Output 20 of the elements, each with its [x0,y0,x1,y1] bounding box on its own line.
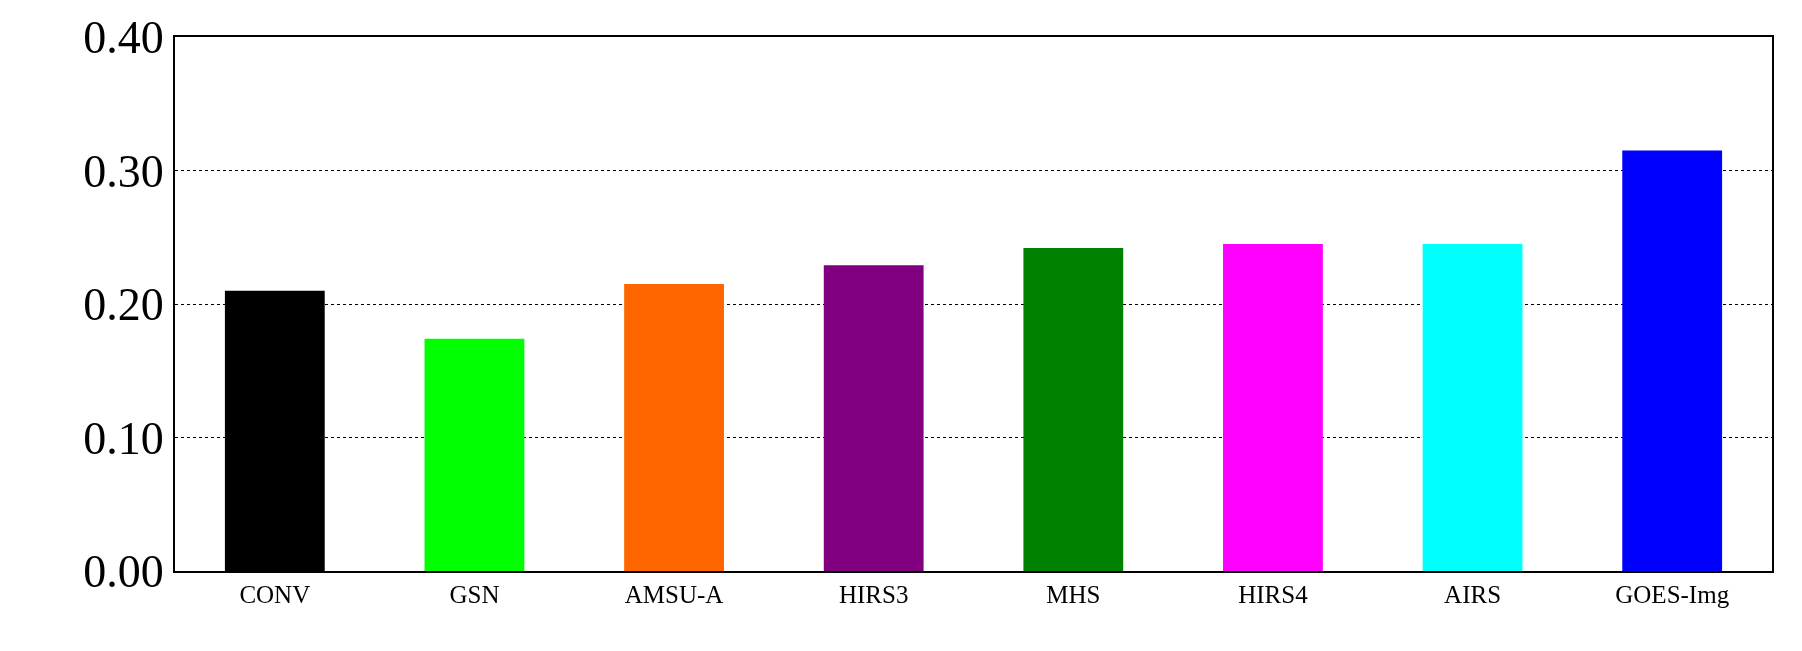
bar [823,265,924,571]
x-tick-label: MHS [1046,581,1101,608]
bar [624,283,724,571]
x-tick-label: AIRS [1444,581,1502,608]
bar [1223,243,1323,571]
y-tick-label: 0.40 [83,12,164,64]
x-tick-label: AMSU-A [624,581,724,608]
x-tick-label: HIRS4 [1238,581,1309,608]
x-tick-label: HIRS3 [838,581,909,608]
y-tick-label: 0.30 [83,145,164,197]
x-tick-label: GOES-Img [1615,581,1730,608]
y-tick-label: 0.20 [83,279,164,331]
bar [1422,243,1523,571]
bar [1023,247,1124,571]
y-tick-label: 0.00 [83,546,164,598]
x-tick-label: CONV [239,581,311,608]
x-tick-label: GSN [449,581,500,608]
bar [1622,150,1723,571]
bar [424,338,525,571]
y-tick-label: 0.10 [83,412,164,464]
